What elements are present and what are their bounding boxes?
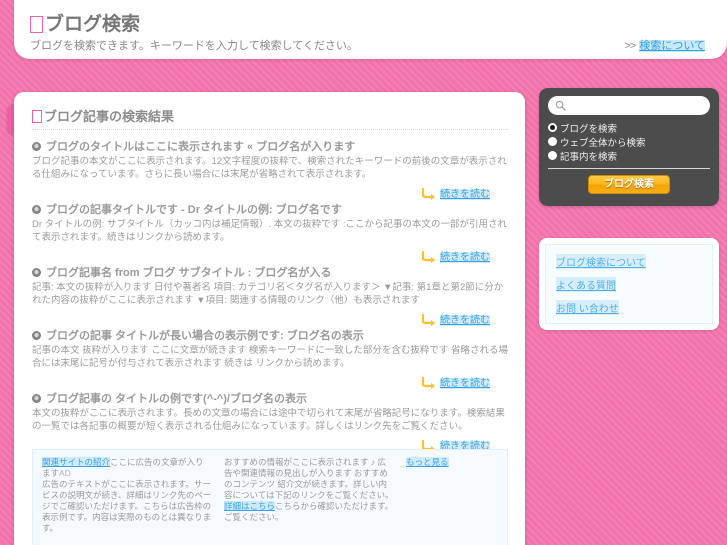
result-title[interactable]: ブログのタイトルはここに表示されます « ブログ名が入ります — [32, 140, 512, 154]
read-more-row: 続きを読む — [32, 247, 512, 263]
site-description: ブログを検索できます。キーワードを入力して検索してください。 — [30, 40, 358, 52]
page-title-text: ブログ検索 — [45, 14, 141, 35]
read-more-link[interactable]: 続きを読む — [440, 189, 490, 200]
ad-head-2: おすすめの情報がここに表示されます — [224, 457, 369, 467]
sidebar-divider — [548, 168, 710, 169]
about-search-link[interactable]: 検索について — [639, 40, 705, 52]
search-scope-options: ブログを検索 ウェブ全体から検索 記事内を検索 — [548, 121, 710, 163]
radio-button-icon[interactable] — [548, 137, 557, 146]
read-more-row: 続きを読む — [32, 373, 512, 389]
radio-button-icon[interactable] — [548, 151, 557, 160]
search-input[interactable] — [569, 98, 704, 113]
result-title-text: ブログのタイトルはここに表示されます « ブログ名が入ります — [46, 141, 356, 153]
search-scope-option-2[interactable]: 記事内を検索 — [548, 149, 710, 163]
list-item: ブログ記事名 from ブログ サブタイトル : ブログ名が入る 記事: 本文の… — [32, 266, 512, 326]
section-heading: ブログ記事の検索結果 — [32, 106, 174, 125]
read-more-link[interactable]: 続きを読む — [440, 441, 490, 452]
sidebar-link-list: ブログ検索について よくある質問 お問 い合わせ — [545, 244, 713, 324]
result-snippet: 記事: 本文の抜粋が入ります 日付や著者名 項目: カテゴリ名＜タグ名が入ります… — [32, 282, 504, 306]
circle-bullet-icon — [32, 205, 41, 214]
search-scope-option-1[interactable]: ウェブ全体から検索 — [548, 135, 710, 149]
radio-button-icon[interactable] — [548, 123, 557, 132]
result-title[interactable]: ブログの記事 タイトルが長い場合の表示例です: ブログ名の表示 — [32, 329, 512, 343]
ad-column-1: 関連サイトの紹介ここに広告の文章が入りますAD 広告のテキストがここに表示されま… — [42, 457, 212, 545]
circle-bullet-icon — [32, 394, 41, 403]
result-title[interactable]: ブログ記事名 from ブログ サブタイトル : ブログ名が入る — [32, 266, 512, 280]
curved-arrow-icon — [421, 251, 435, 263]
result-list: ブログのタイトルはここに表示されます « ブログ名が入ります ブログ記事の本文が… — [32, 140, 512, 455]
header-right-link-group: >> 検索について — [624, 37, 705, 53]
circle-bullet-icon — [32, 142, 41, 151]
result-snippet: ブログ記事の本文がここに表示されます。12文字程度の抜粋で、検索されたキーワード… — [32, 156, 507, 180]
site-header: ブログ検索 ブログを検索できます。キーワードを入力して検索してください。 >> 検… — [14, 0, 727, 59]
ad-mark-2: ♪ — [370, 457, 376, 467]
result-snippet: Dr タイトルの例: サブタイトル（カッコ内は補足情報）. 本文の抜粋です :こ… — [32, 219, 508, 243]
square-outline-icon — [32, 110, 42, 123]
blog-search-button[interactable]: ブログ検索 — [588, 175, 670, 194]
ad-link-2[interactable]: 詳細はこちら — [224, 501, 276, 511]
curved-arrow-icon — [421, 188, 435, 200]
result-title-text: ブログ記事名 from ブログ サブタイトル : ブログ名が入る — [46, 267, 332, 279]
list-item: ブログの記事タイトルです - Dr タイトルの例: ブログ名です Dr タイトル… — [32, 203, 512, 263]
ad-column-3: もっと見る — [406, 457, 496, 545]
ad-body-1: 広告のテキストがここに表示されます。サービスの説明文が続き、詳細はリンク先のペー… — [42, 479, 212, 533]
radio-label: ウェブ全体から検索 — [560, 137, 646, 149]
ad-body-2: 広告や関連情報の見出しが入ります おすすめのコンテンツ 紹介文が続きます。詳しい… — [224, 457, 394, 500]
sidebar-link-box: ブログ検索について よくある質問 お問 い合わせ — [539, 238, 719, 330]
circle-bullet-icon — [32, 268, 41, 277]
square-outline-icon — [30, 16, 43, 33]
result-snippet: 本文の抜粋がここに表示されます。長めの文章の場合には途中で切られて末尾が省略記号… — [32, 408, 505, 432]
result-title-text: ブログ記事の タイトルの例です(^-^)/ブログ名の表示 — [46, 393, 307, 405]
ad-tail-2: こちらから確認いただけます。ご覧ください。 — [224, 501, 394, 522]
curved-arrow-icon — [421, 377, 435, 389]
result-title[interactable]: ブログの記事タイトルです - Dr タイトルの例: ブログ名です — [32, 203, 512, 217]
read-more-link[interactable]: 続きを読む — [440, 315, 490, 326]
ad-text-1: ここに広告の文章が入ります — [42, 457, 204, 478]
search-results-panel: ブログ記事の検索結果 ブログのタイトルはここに表示されます « ブログ名が入りま… — [14, 92, 525, 545]
section-heading-text: ブログ記事の検索結果 — [44, 109, 175, 124]
search-scope-option-0[interactable]: ブログを検索 — [548, 121, 710, 135]
section-divider — [32, 129, 508, 130]
ad-column-2: おすすめの情報がここに表示されます ♪ 広告や関連情報の見出しが入ります おすす… — [224, 457, 394, 545]
search-widget: ブログを検索 ウェブ全体から検索 記事内を検索 ブログ検索 — [539, 88, 719, 206]
result-title-text: ブログの記事タイトルです - Dr タイトルの例: ブログ名です — [46, 204, 342, 216]
read-more-row: 続きを読む — [32, 310, 512, 326]
search-icon — [555, 100, 566, 111]
sidebar-link-0[interactable]: ブログ検索について — [556, 254, 646, 269]
result-title[interactable]: ブログ記事の タイトルの例です(^-^)/ブログ名の表示 — [32, 392, 512, 406]
ad-link-3[interactable]: もっと見る — [406, 457, 449, 467]
sidebar-link-2[interactable]: お問 い合わせ — [556, 300, 619, 315]
read-more-link[interactable]: 続きを読む — [440, 252, 490, 263]
curved-arrow-icon — [421, 314, 435, 326]
radio-label: 記事内を検索 — [560, 151, 618, 163]
ad-link-1[interactable]: 関連サイトの紹介 — [42, 457, 111, 467]
read-more-row: 続きを読む — [32, 184, 512, 200]
list-item: ブログのタイトルはここに表示されます « ブログ名が入ります ブログ記事の本文が… — [32, 140, 512, 200]
result-snippet: 記事の本文 抜粋が入ります ここに文章が続きます 検索キーワードに一致した部分を… — [32, 345, 509, 369]
circle-bullet-icon — [32, 331, 41, 340]
radio-label: ブログを検索 — [560, 123, 618, 135]
sidebar-link-1[interactable]: よくある質問 — [556, 277, 616, 292]
ad-block: 関連サイトの紹介ここに広告の文章が入りますAD 広告のテキストがここに表示されま… — [32, 449, 508, 545]
list-item: ブログ記事の タイトルの例です(^-^)/ブログ名の表示 本文の抜粋がここに表示… — [32, 392, 512, 452]
ad-tag: AD — [59, 468, 71, 478]
result-title-text: ブログの記事 タイトルが長い場合の表示例です: ブログ名の表示 — [46, 330, 364, 342]
read-more-link[interactable]: 続きを読む — [440, 378, 490, 389]
search-field[interactable] — [548, 96, 710, 115]
page-title: ブログ検索 — [30, 9, 140, 36]
double-chevron-icon: >> — [624, 40, 636, 52]
list-item: ブログの記事 タイトルが長い場合の表示例です: ブログ名の表示 記事の本文 抜粋… — [32, 329, 512, 389]
